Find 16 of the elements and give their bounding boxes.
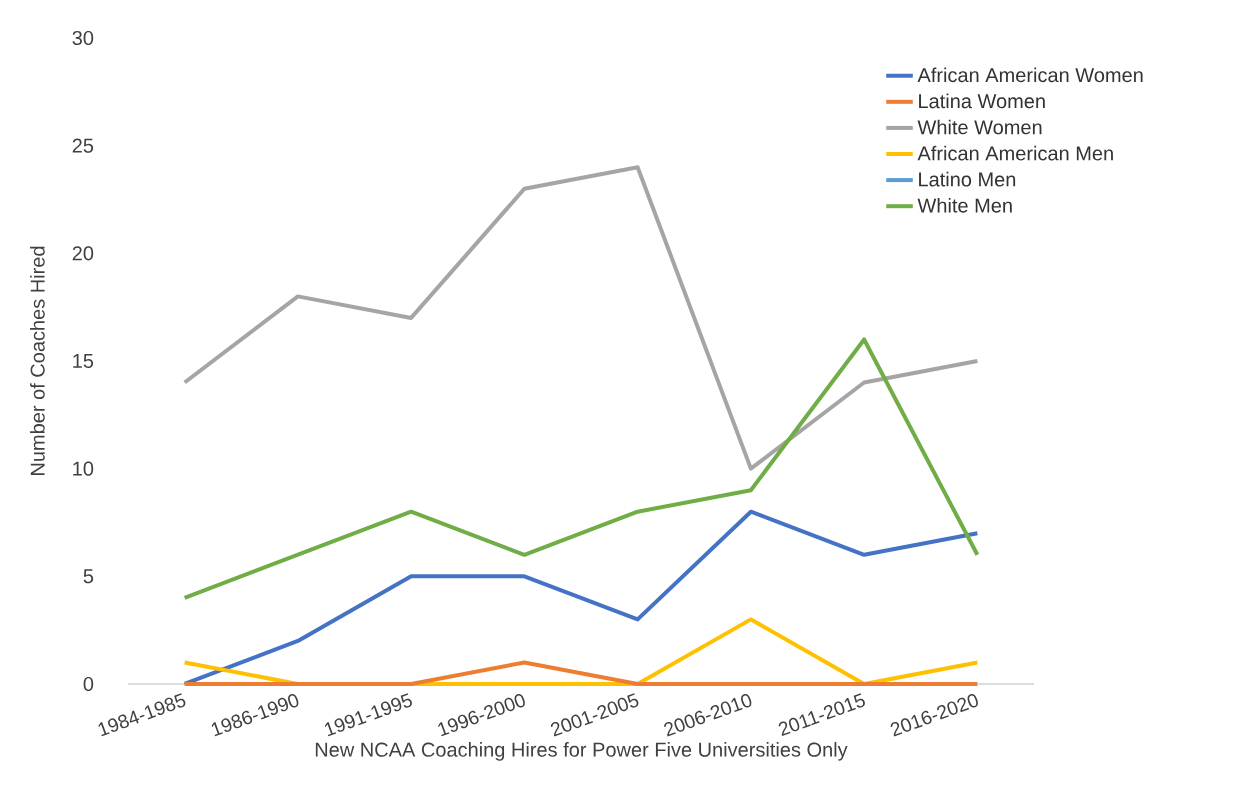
- y-tick-label: 30: [72, 30, 94, 46]
- y-tick-label: 0: [83, 676, 94, 692]
- legend-label: White Men: [917, 197, 1012, 213]
- legend-label: White Women: [917, 119, 1042, 135]
- y-tick-label: 10: [73, 461, 94, 476]
- y-tick-label: 25: [72, 138, 94, 153]
- legend-label: African American Women: [917, 67, 1143, 83]
- legend-label: Latino Men: [919, 171, 1016, 187]
- legend-label: Latina Women: [919, 93, 1045, 109]
- line-series: [182, 509, 980, 686]
- y-axis-title: Number of Coaches Hired: [30, 246, 45, 475]
- y-tick-label: 20: [72, 246, 94, 261]
- x-axis-title: New NCAA Coaching Hires for Power Five Universities Only: [315, 742, 848, 761]
- y-tick-label: 5: [83, 569, 94, 584]
- y-tick-label: 15: [73, 354, 94, 368]
- legend-label: African American Men: [917, 145, 1113, 161]
